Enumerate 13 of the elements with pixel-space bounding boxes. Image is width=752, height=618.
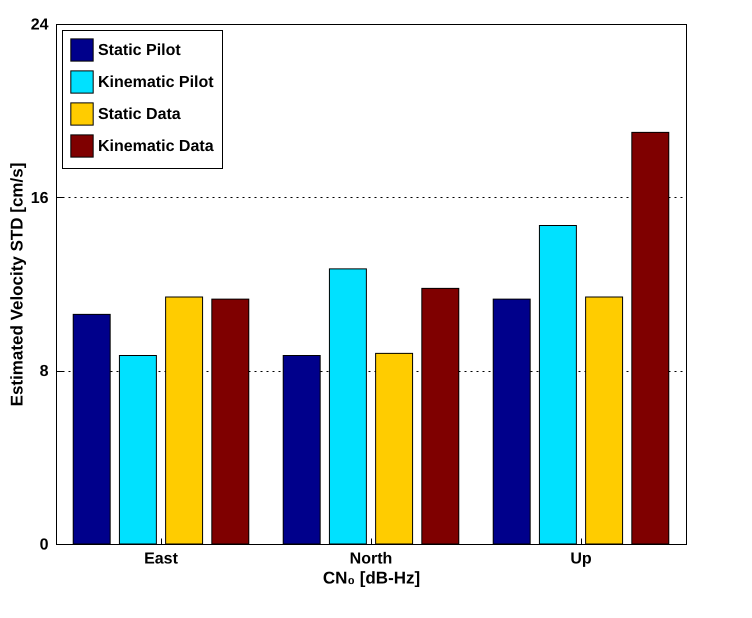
legend-label: Static Data — [98, 106, 181, 123]
legend-label: Static Pilot — [98, 42, 182, 59]
x-axis-title: CN₀ [dB-Hz] — [322, 568, 420, 588]
y-axis-title: Estimated Velocity STD [cm/s] — [8, 162, 27, 406]
y-tick-label: 24 — [30, 16, 49, 34]
x-tick-label: Up — [570, 550, 592, 568]
x-tick-label: North — [350, 550, 392, 568]
legend-label: Kinematic Data — [98, 138, 214, 155]
x-tick-label: East — [144, 550, 179, 568]
y-tick-label: 8 — [40, 363, 49, 380]
legend-label: Kinematic Pilot — [98, 74, 214, 91]
y-tick-label: 0 — [40, 536, 49, 554]
y-tick-label: 16 — [30, 190, 49, 207]
